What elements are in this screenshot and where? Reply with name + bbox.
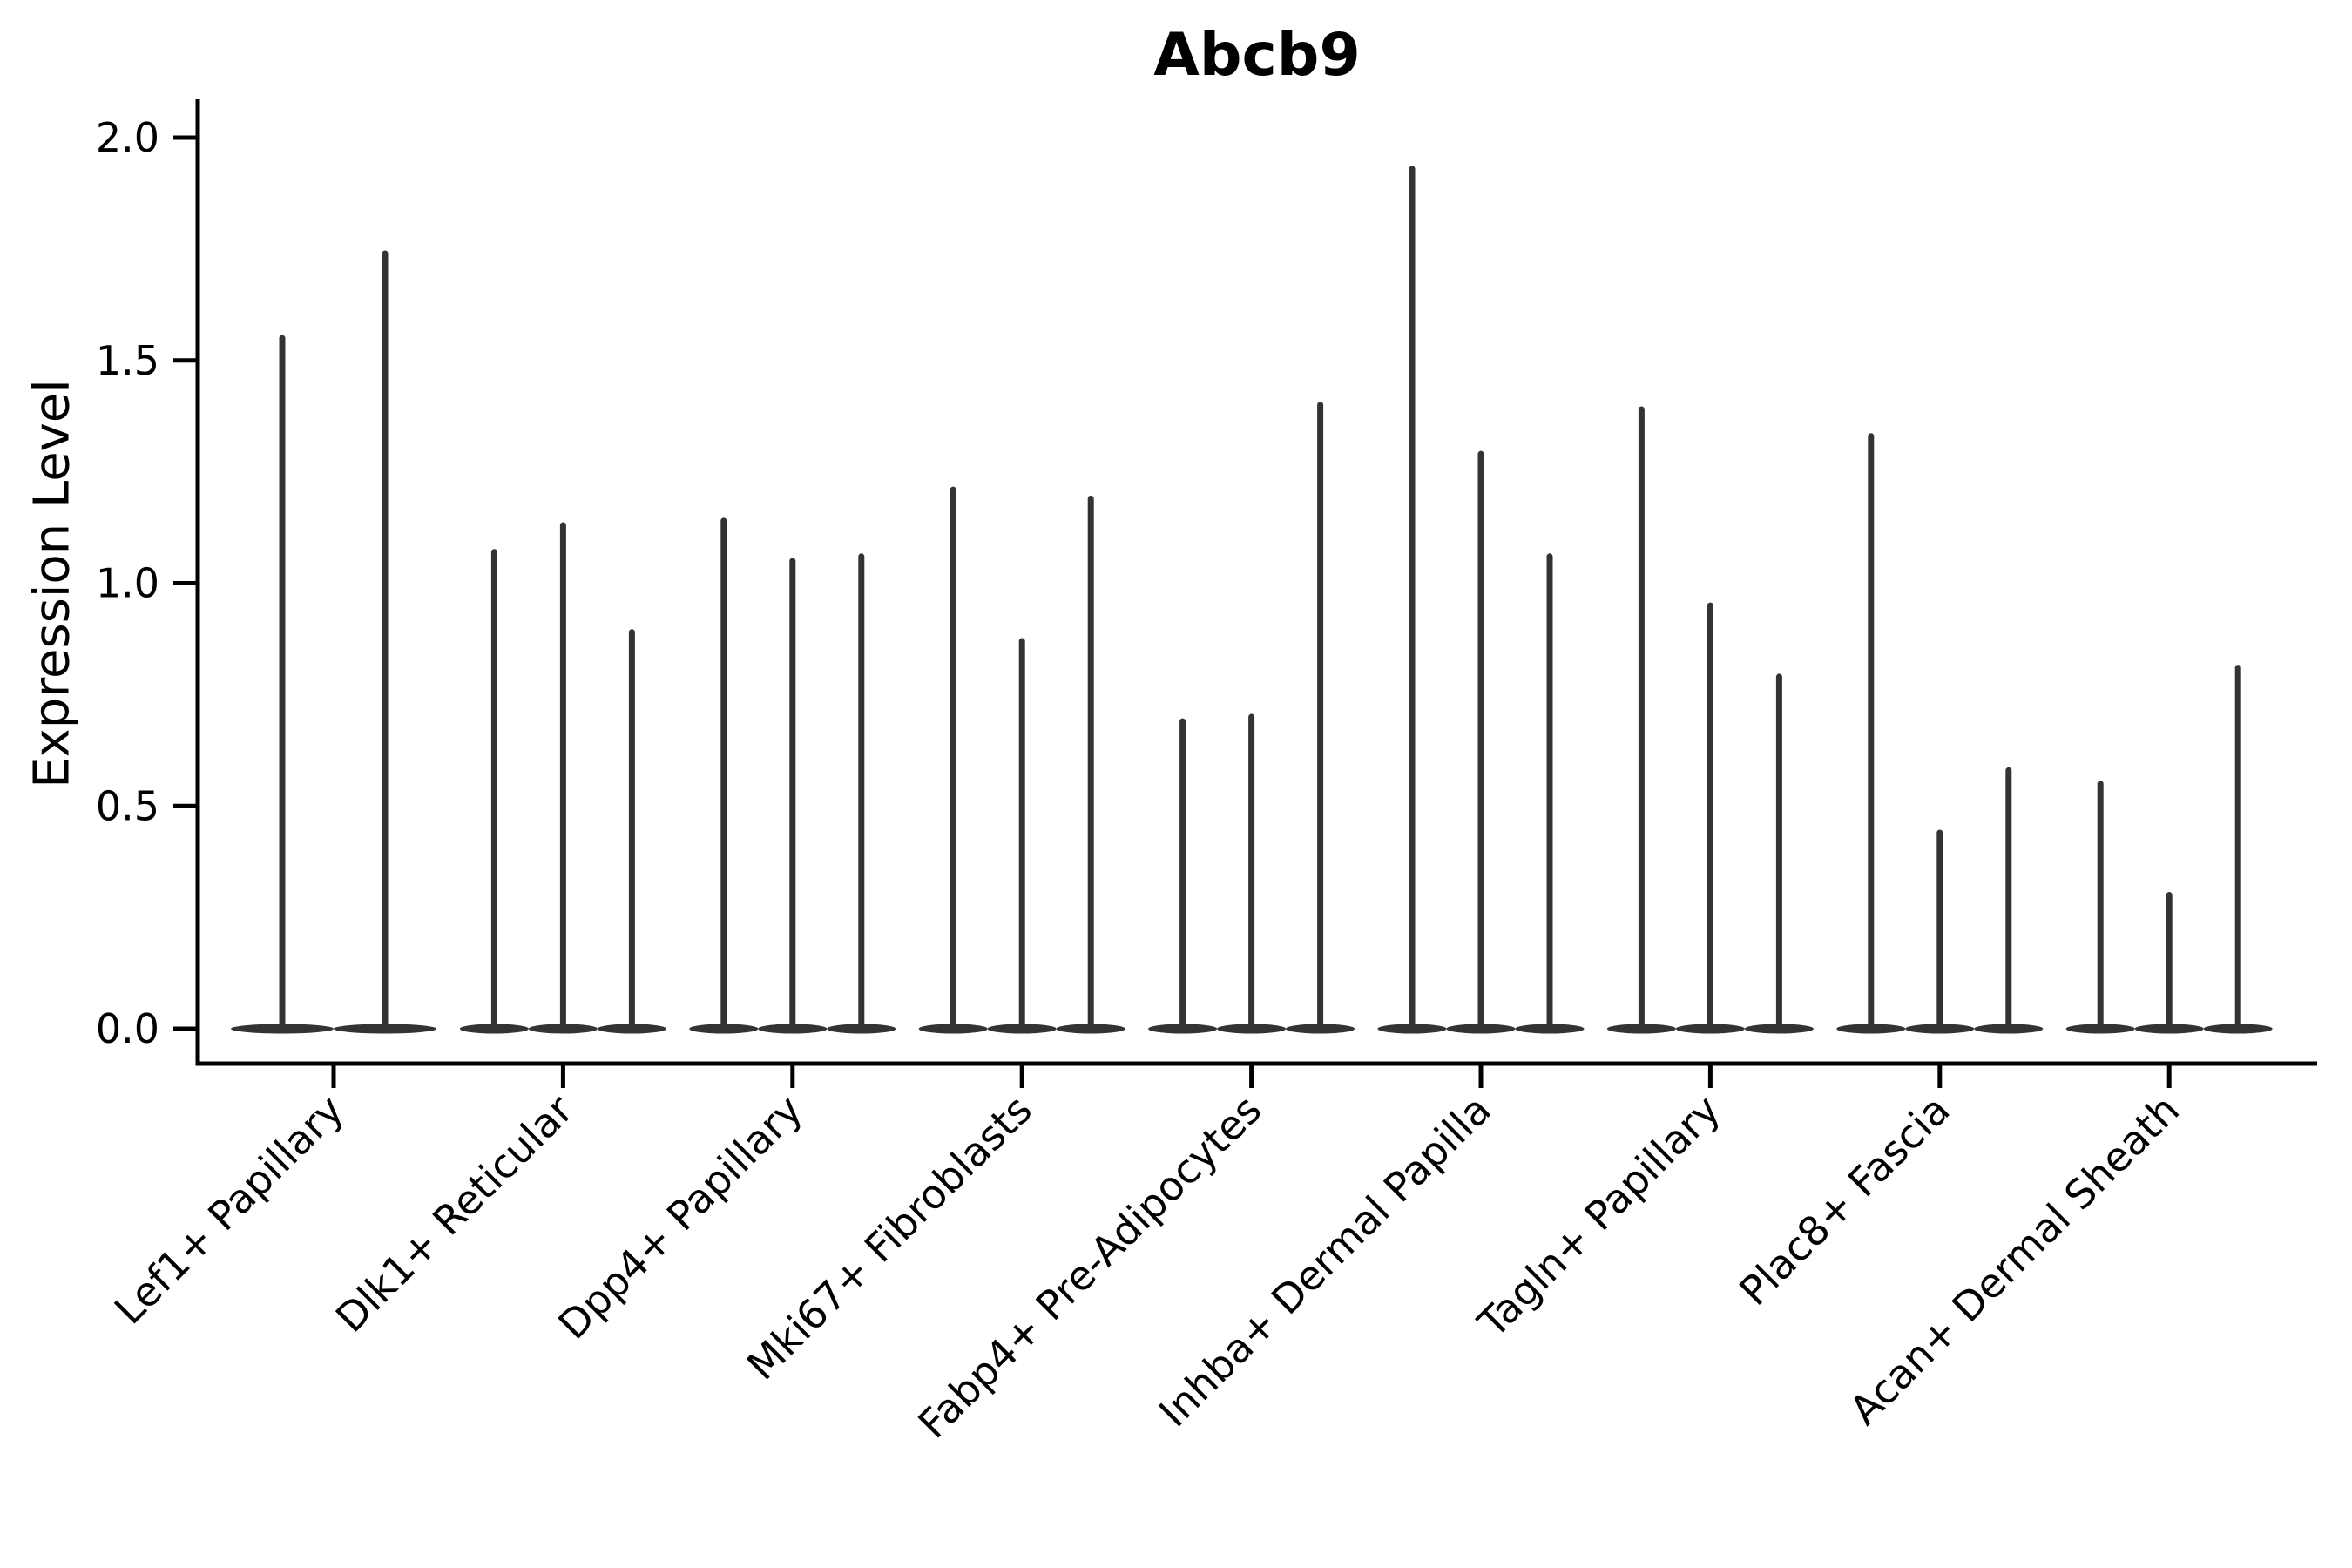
y-tick-label: 1.0 — [96, 560, 159, 607]
x-tick-label: Dlk1+ Reticular — [327, 1086, 582, 1342]
x-tick-label: Tagln+ Papillary — [1469, 1086, 1730, 1348]
y-tick-label: 2.0 — [96, 114, 159, 161]
x-tick-label: Dpp4+ Papillary — [549, 1086, 811, 1348]
y-tick-label: 0.5 — [96, 782, 159, 829]
x-tick-label: Lef1+ Papillary — [105, 1086, 353, 1334]
x-tick-label: Plac8+ Fascia — [1730, 1086, 1958, 1315]
chart-title: Abcb9 — [1153, 21, 1361, 90]
y-tick-label: 1.5 — [96, 337, 159, 384]
y-tick-label: 0.0 — [96, 1005, 159, 1052]
